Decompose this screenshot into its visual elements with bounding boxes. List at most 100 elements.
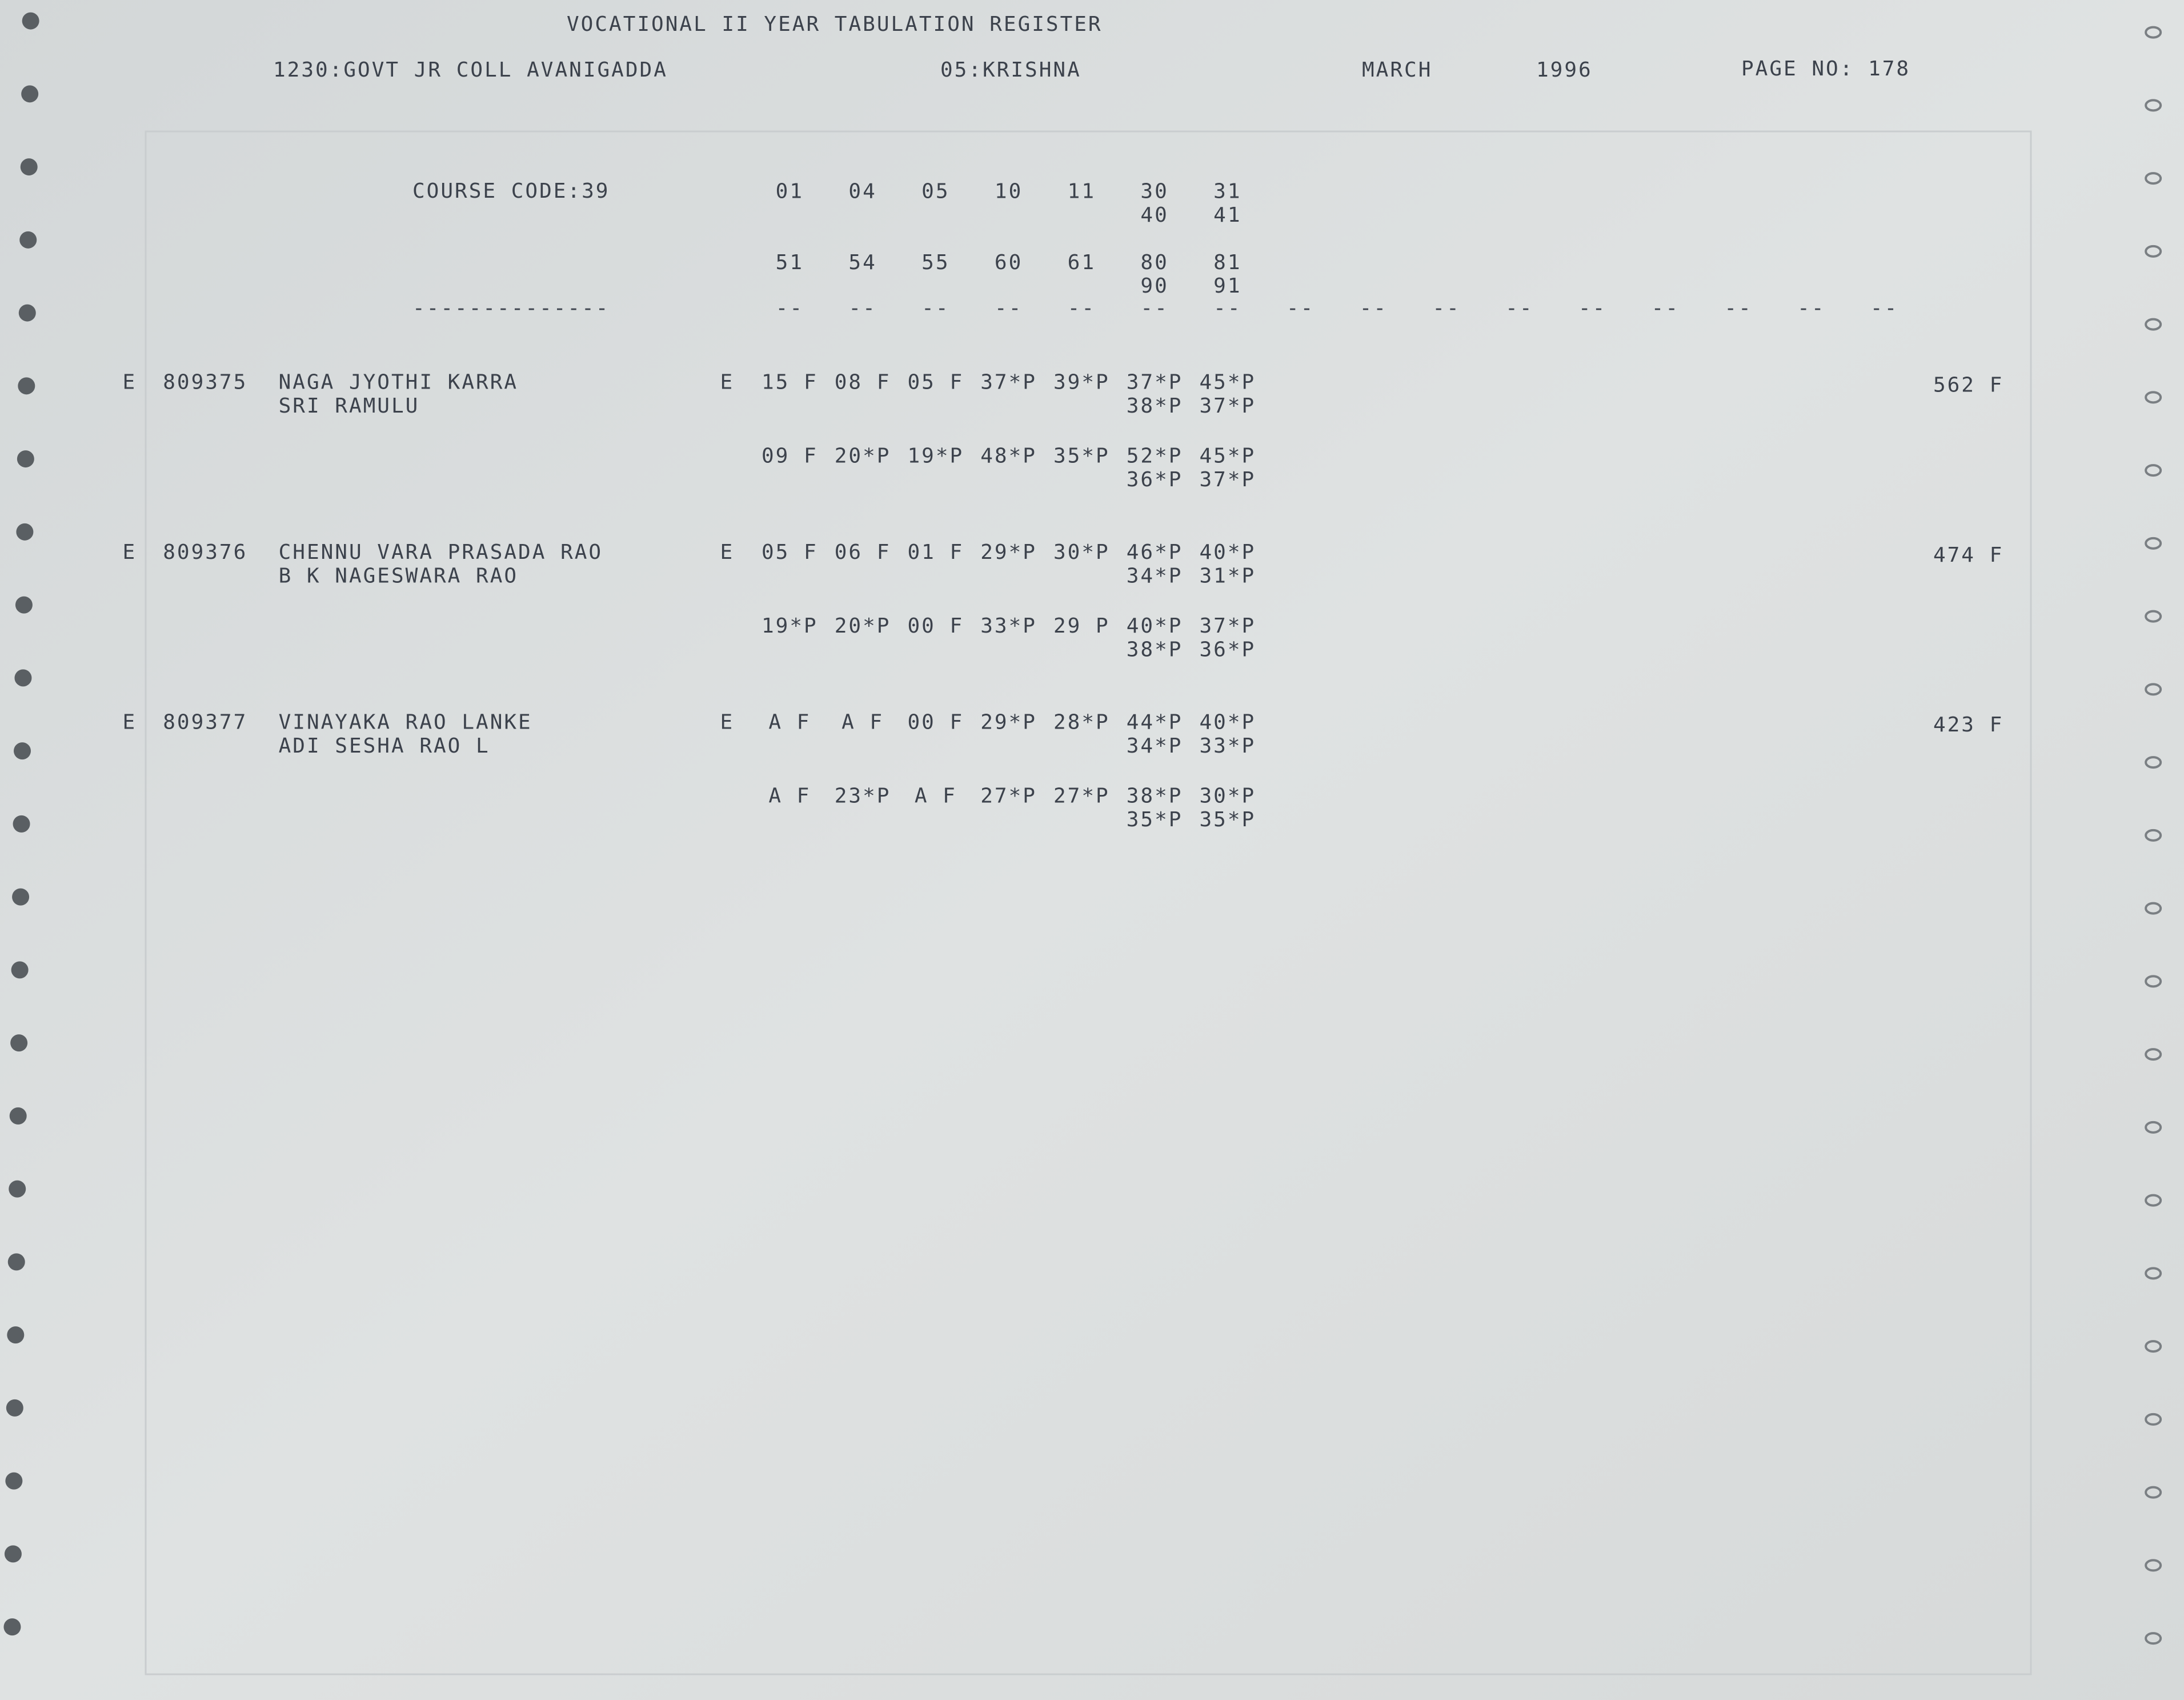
subject-mark: 38*P xyxy=(1127,394,1183,418)
subject-mark: 19*P xyxy=(762,614,818,638)
subject-mark: 15 F xyxy=(762,370,818,394)
month: MARCH xyxy=(1362,58,1432,82)
column-rule: -- xyxy=(1068,297,1096,320)
feed-hole xyxy=(6,1399,23,1417)
subject-mark: 37*P xyxy=(1200,468,1256,491)
subject-mark: 37*P xyxy=(1200,394,1256,418)
column-rule: -- xyxy=(1797,297,1825,320)
column-rule: -- xyxy=(1578,297,1606,320)
subject-mark: 34*P xyxy=(1127,734,1183,758)
subject-mark: 30*P xyxy=(1200,785,1256,808)
feed-hole xyxy=(17,450,34,468)
subject-code: 60 xyxy=(995,251,1023,274)
feed-hole xyxy=(9,1107,27,1125)
column-rule: -- xyxy=(848,297,876,320)
year: 1996 xyxy=(1536,58,1593,82)
subject-mark: 09 F xyxy=(762,445,818,468)
feed-hole xyxy=(21,85,39,103)
feed-hole xyxy=(14,742,31,760)
subject-mark: 29*P xyxy=(980,710,1037,734)
result-prefix: E xyxy=(720,541,734,564)
subject-code: 51 xyxy=(776,251,804,274)
student-name: VINAYAKA RAO LANKE xyxy=(279,710,532,734)
feed-hole xyxy=(18,304,36,322)
column-rule: -- xyxy=(1140,297,1168,320)
subject-mark: 46*P xyxy=(1127,541,1183,564)
feed-hole xyxy=(3,1618,21,1636)
feed-hole xyxy=(10,1034,28,1052)
feed-hole xyxy=(14,669,32,687)
subject-mark: 39*P xyxy=(1053,370,1110,394)
feed-hole xyxy=(5,1472,23,1490)
feed-hole xyxy=(2145,1267,2162,1280)
feed-hole xyxy=(2145,26,2162,39)
subject-mark: 36*P xyxy=(1200,638,1256,662)
feed-hole xyxy=(2145,99,2162,112)
rule: -------------- xyxy=(412,297,610,320)
subject-code: 80 xyxy=(1140,251,1168,274)
subject-code: 81 xyxy=(1213,251,1241,274)
subject-mark: 01 F xyxy=(907,541,964,564)
hall-ticket-number: 809377 xyxy=(163,710,247,734)
column-rule: -- xyxy=(776,297,804,320)
feed-hole xyxy=(16,523,34,541)
subject-mark: 34*P xyxy=(1127,564,1183,587)
subject-mark: 31*P xyxy=(1200,564,1256,587)
subject-code: 90 xyxy=(1140,274,1168,298)
subject-mark: A F xyxy=(915,785,957,808)
subject-mark: 38*P xyxy=(1127,785,1183,808)
subject-mark: 20*P xyxy=(835,445,891,468)
subject-mark: 33*P xyxy=(980,614,1037,638)
subject-code: 11 xyxy=(1068,179,1096,203)
subject-mark: A F xyxy=(768,785,811,808)
student-name: CHENNU VARA PRASADA RAO xyxy=(279,541,603,564)
feed-hole xyxy=(2145,756,2162,769)
column-rule: -- xyxy=(1724,297,1752,320)
subject-mark: A F xyxy=(768,710,811,734)
subject-mark: 44*P xyxy=(1127,710,1183,734)
subject-mark: 40*P xyxy=(1200,541,1256,564)
feed-hole xyxy=(2145,610,2162,623)
subject-mark: 05 F xyxy=(762,541,818,564)
feed-hole xyxy=(18,377,35,395)
column-rule: -- xyxy=(1287,297,1315,320)
subject-mark: 33*P xyxy=(1200,734,1256,758)
feed-hole xyxy=(2145,1340,2162,1353)
subject-code: 55 xyxy=(921,251,949,274)
feed-hole xyxy=(2145,902,2162,915)
subject-mark: 35*P xyxy=(1127,808,1183,831)
subject-mark: 05 F xyxy=(907,370,964,394)
subject-code: 31 xyxy=(1213,179,1241,203)
parent-name: SRI RAMULU xyxy=(279,394,420,418)
district: 05:KRISHNA xyxy=(940,58,1081,82)
stream: E xyxy=(123,541,137,564)
subject-mark: 37*P xyxy=(1127,370,1183,394)
total-result: 423 F xyxy=(1933,713,2003,737)
subject-code: 61 xyxy=(1068,251,1096,274)
subject-code: 41 xyxy=(1213,203,1241,227)
subject-code: 10 xyxy=(995,179,1023,203)
feed-hole xyxy=(12,888,30,906)
feed-hole xyxy=(4,1545,22,1563)
subject-mark: 52*P xyxy=(1127,445,1183,468)
student-name: NAGA JYOTHI KARRA xyxy=(279,370,518,394)
subject-mark: 35*P xyxy=(1200,808,1256,831)
subject-mark: A F xyxy=(841,710,884,734)
subject-mark: 00 F xyxy=(907,614,964,638)
subject-code: 54 xyxy=(848,251,876,274)
subject-mark: 08 F xyxy=(835,370,891,394)
subject-code: 01 xyxy=(776,179,804,203)
column-rule: -- xyxy=(1652,297,1680,320)
subject-mark: 37*P xyxy=(1200,614,1256,638)
subject-mark: 38*P xyxy=(1127,638,1183,662)
column-rule: -- xyxy=(995,297,1023,320)
subject-mark: 19*P xyxy=(907,445,964,468)
subject-code: 30 xyxy=(1140,179,1168,203)
subject-mark: 27*P xyxy=(1053,785,1110,808)
subject-mark: 00 F xyxy=(907,710,964,734)
subject-mark: 40*P xyxy=(1127,614,1183,638)
subject-mark: 45*P xyxy=(1200,445,1256,468)
column-rule: -- xyxy=(1870,297,1898,320)
